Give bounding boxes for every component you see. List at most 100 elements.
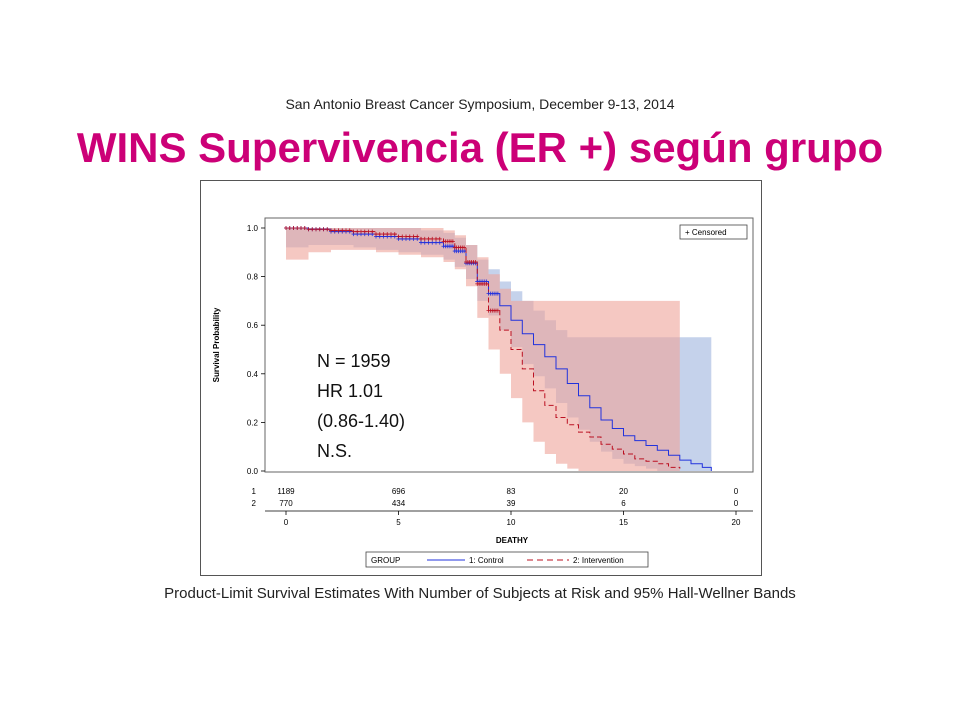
censor-mark-intervention bbox=[450, 239, 455, 244]
y-tick-label: 0.8 bbox=[247, 273, 259, 282]
at-risk-value: 0 bbox=[734, 487, 739, 496]
censor-mark-intervention bbox=[340, 228, 345, 233]
km-figure: 0.0 0.2 0.4 0.6 0.8 1.0 0 5 10 15 20 Survival Pro… bbox=[200, 180, 762, 576]
censor-mark-intervention bbox=[336, 228, 341, 233]
censor-mark-control bbox=[426, 240, 431, 245]
censor-mark-control bbox=[434, 240, 438, 245]
stats-n: N = 1959 bbox=[317, 351, 391, 371]
censor-mark-intervention bbox=[434, 236, 438, 241]
censor-mark-control bbox=[419, 240, 423, 245]
censor-mark-intervention bbox=[366, 229, 371, 234]
curve-intervention bbox=[286, 227, 681, 469]
censor-mark-intervention bbox=[400, 234, 405, 239]
x-axis: 0 5 10 15 20 bbox=[265, 510, 753, 527]
censor-mark-intervention bbox=[306, 227, 311, 232]
censor-mark-control bbox=[422, 240, 427, 245]
censored-legend-label: + Censored bbox=[685, 228, 727, 237]
at-risk-value: 696 bbox=[392, 487, 406, 496]
legend-label-intervention: 2: Intervention bbox=[573, 556, 624, 565]
page-title: WINS Supervivencia (ER +) según grupo bbox=[76, 124, 884, 171]
at-risk-value: 434 bbox=[392, 499, 406, 508]
at-risk-value: 770 bbox=[279, 499, 293, 508]
stats-hr: HR 1.01 bbox=[317, 381, 383, 401]
censor-mark-intervention bbox=[317, 227, 322, 232]
censor-mark-intervention bbox=[389, 232, 393, 237]
censor-mark-intervention bbox=[295, 226, 300, 230]
censor-mark-intervention bbox=[377, 232, 382, 237]
at-risk-value: 1189 bbox=[277, 487, 295, 496]
censor-mark-intervention bbox=[396, 234, 401, 239]
censor-mark-intervention bbox=[484, 281, 489, 286]
at-risk-value: 0 bbox=[734, 499, 739, 508]
censor-mark-intervention bbox=[302, 226, 307, 230]
censor-mark-intervention bbox=[419, 236, 423, 241]
y-tick-label: 0.0 bbox=[247, 467, 259, 476]
censor-mark-control bbox=[495, 291, 500, 296]
censor-mark-intervention bbox=[310, 227, 315, 232]
km-chart: 0.00.20.40.60.81.0 0 5 10 15 20 Survival Pro… bbox=[212, 217, 754, 568]
stats-annotation: N = 1959 HR 1.01 (0.86-1.40) N.S. bbox=[317, 351, 405, 461]
censor-marks bbox=[284, 226, 500, 313]
censor-mark-intervention bbox=[381, 232, 386, 237]
censor-mark-intervention bbox=[426, 236, 431, 241]
at-risk-table: 1 1189 696 83 20 0 2 770 434 39 6 0 bbox=[252, 487, 739, 508]
x-tick-label: 0 bbox=[284, 518, 289, 527]
at-risk-value: 6 bbox=[621, 499, 626, 508]
censor-mark-intervention bbox=[422, 236, 427, 241]
plot-frame bbox=[264, 217, 754, 473]
legend-label-control: 1: Control bbox=[469, 556, 504, 565]
group-legend-title: GROUP bbox=[371, 556, 400, 565]
censor-mark-control bbox=[430, 240, 435, 245]
group-legend: GROUP 1: Control 2: Intervention bbox=[365, 551, 649, 568]
x-axis-label: DEATHY bbox=[496, 536, 529, 545]
at-risk-row-label: 2 bbox=[252, 499, 257, 508]
censor-mark-intervention bbox=[473, 260, 478, 265]
y-tick-label: 1.0 bbox=[247, 224, 259, 233]
censor-mark-intervention bbox=[362, 229, 367, 234]
at-risk-row-label: 1 bbox=[252, 487, 257, 496]
censor-mark-intervention bbox=[430, 236, 435, 241]
y-tick-label: 0.2 bbox=[247, 418, 259, 427]
censor-mark-intervention bbox=[351, 229, 356, 234]
stats-ci: (0.86-1.40) bbox=[317, 411, 405, 431]
censor-mark-intervention bbox=[411, 234, 416, 239]
censor-mark-intervention bbox=[355, 229, 360, 234]
x-tick-label: 15 bbox=[619, 518, 628, 527]
censor-mark-intervention bbox=[332, 228, 337, 233]
censor-mark-intervention bbox=[404, 234, 408, 239]
stats-significance: N.S. bbox=[317, 441, 352, 461]
group-legend-box bbox=[365, 551, 649, 568]
band-intervention bbox=[286, 228, 680, 471]
censor-mark-intervention bbox=[329, 228, 333, 233]
censor-mark-intervention bbox=[407, 234, 412, 239]
censor-mark-intervention bbox=[462, 245, 467, 250]
confidence-bands bbox=[286, 228, 712, 471]
censor-mark-intervention bbox=[359, 229, 363, 234]
y-tick-label: 0.4 bbox=[247, 370, 259, 379]
censor-mark-intervention bbox=[347, 228, 352, 233]
figure-caption: Product-Limit Survival Estimates With Nu… bbox=[164, 585, 796, 602]
x-tick-label: 10 bbox=[507, 518, 516, 527]
at-risk-value: 20 bbox=[619, 487, 628, 496]
censor-mark-intervention bbox=[325, 227, 330, 232]
censor-mark-intervention bbox=[314, 227, 318, 232]
censor-mark-intervention bbox=[291, 226, 296, 230]
x-tick-label: 20 bbox=[732, 518, 741, 527]
censor-mark-intervention bbox=[385, 232, 390, 237]
censor-mark-intervention bbox=[287, 226, 292, 230]
censor-mark-intervention bbox=[374, 232, 378, 237]
censor-mark-intervention bbox=[299, 226, 303, 230]
at-risk-value: 39 bbox=[507, 499, 516, 508]
x-tick-label: 5 bbox=[396, 518, 401, 527]
censor-mark-intervention bbox=[284, 226, 288, 230]
censor-mark-intervention bbox=[392, 232, 397, 237]
censor-mark-intervention bbox=[321, 227, 326, 232]
censor-mark-intervention bbox=[495, 308, 500, 313]
conference-subtitle: San Antonio Breast Cancer Symposium, Dec… bbox=[285, 96, 675, 112]
censor-mark-control bbox=[437, 240, 442, 245]
at-risk-value: 83 bbox=[507, 487, 516, 496]
censor-mark-intervention bbox=[437, 236, 442, 241]
censored-legend-box bbox=[679, 224, 748, 240]
censor-mark-intervention bbox=[370, 229, 375, 234]
censor-mark-control bbox=[462, 249, 467, 254]
